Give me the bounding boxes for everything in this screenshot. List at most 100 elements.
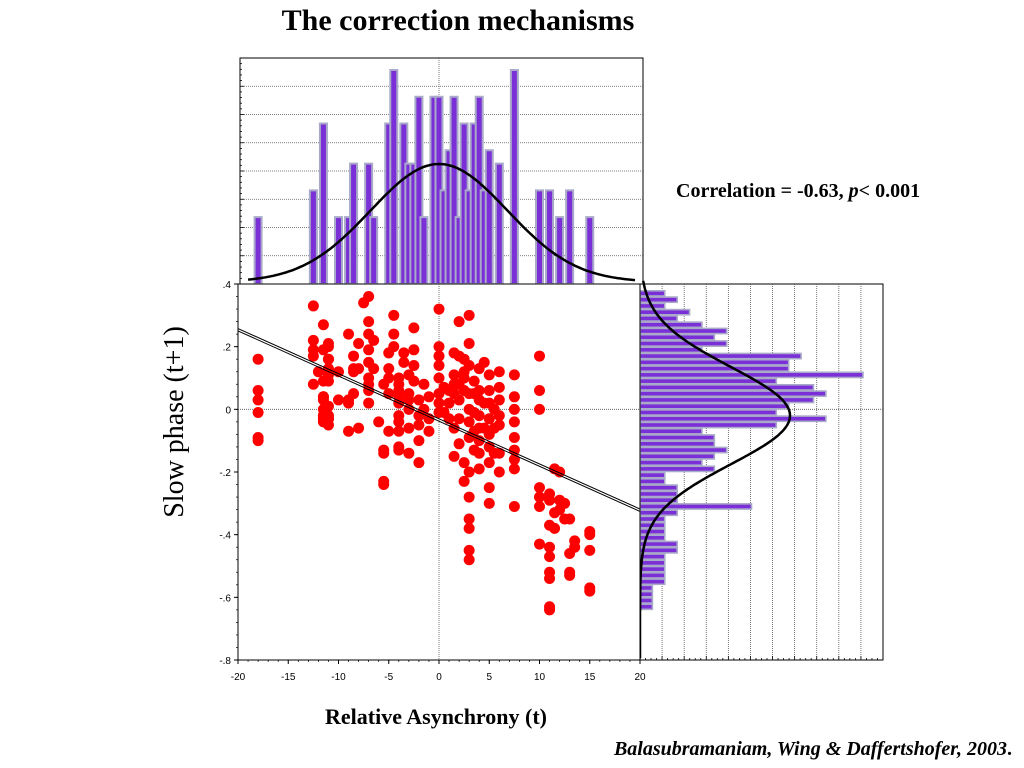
scatter-point: [343, 328, 355, 340]
scatter-point: [508, 500, 520, 512]
scatter-point: [453, 413, 465, 425]
right-hist-bar: [639, 434, 716, 441]
scatter-point: [508, 453, 520, 465]
scatter-point: [363, 316, 375, 328]
scatter-point: [307, 300, 319, 312]
scatter-point: [348, 350, 360, 362]
scatter-point: [493, 410, 505, 422]
scatter-point: [534, 350, 545, 362]
scatter-point: [534, 385, 545, 397]
scatter-point: [483, 497, 495, 509]
scatter-plot: -20 -15 -10 -5 0 5 10 15 20 -.8 -.6 -.4 -.2 0 .2 .4: [219, 280, 646, 683]
scatter-point: [252, 394, 264, 406]
scatter-point: [483, 385, 495, 397]
scatter-point: [443, 397, 455, 409]
scatter-point: [388, 341, 400, 353]
right-hist-bar: [639, 352, 802, 360]
scatter-point: [423, 425, 435, 437]
scatter-point: [463, 359, 475, 371]
scatter-point: [473, 385, 485, 397]
right-hist-bar: [639, 571, 666, 579]
scatter-point: [564, 513, 576, 525]
scatter-point: [493, 447, 505, 459]
regression-line: [237, 330, 641, 512]
scatter-point: [343, 394, 355, 406]
scatter-point: [473, 447, 485, 459]
top-hist-bar: [318, 122, 328, 285]
scatter-point: [398, 356, 410, 368]
scatter-point: [383, 425, 395, 437]
right-hist-bar: [639, 515, 666, 523]
x-tick-label: -20: [231, 672, 246, 683]
correlation-prefix: Correlation = -0.63,: [676, 180, 849, 202]
y-tick-label: -.4: [219, 531, 231, 542]
scatter-point: [463, 513, 475, 525]
scatter-point: [544, 551, 556, 563]
x-tick-label: -5: [384, 672, 393, 683]
scatter-point: [363, 344, 375, 356]
scatter-point: [508, 416, 520, 428]
top-hist-bar: [535, 189, 544, 285]
scatter-point: [322, 375, 334, 387]
citation: Balasubramaniam, Wing & Daffertshofer, 2…: [614, 738, 1012, 761]
right-hist-bar: [639, 402, 790, 410]
scatter-point: [534, 491, 545, 503]
scatter-point: [433, 372, 445, 384]
scatter-point: [544, 604, 556, 616]
top-histogram: [239, 57, 644, 285]
scatter-point: [433, 397, 445, 409]
scatter-point: [343, 425, 355, 437]
p-symbol: p: [848, 180, 859, 202]
scatter-point: [413, 394, 425, 406]
right-hist-bar: [639, 528, 666, 535]
top-hist-bar: [369, 216, 379, 285]
scatter-point: [408, 375, 420, 387]
right-hist-bar: [639, 383, 815, 391]
scatter-point: [458, 457, 470, 469]
scatter-point: [508, 463, 520, 475]
right-hist-bar: [639, 327, 728, 335]
x-axis-label: Relative Asynchrony (t): [324, 704, 548, 729]
scatter-point: [443, 413, 455, 425]
y-tick-label: -.6: [219, 593, 231, 604]
scatter-point: [398, 347, 410, 359]
y-tick-label: -.8: [219, 656, 231, 667]
scatter-point: [453, 438, 465, 450]
scatter-point: [534, 482, 545, 494]
scatter-point: [418, 403, 430, 415]
scatter-point: [413, 419, 425, 431]
right-hist-bar: [639, 477, 666, 485]
right-hist-bar: [639, 452, 716, 460]
right-hist-bar: [639, 597, 654, 604]
scatter-point: [458, 475, 470, 487]
scatter-point: [534, 500, 545, 512]
scatter-point: [403, 447, 415, 459]
right-hist-bar: [639, 321, 703, 329]
scatter-point: [544, 494, 556, 506]
scatter-point: [413, 457, 425, 469]
scatter-point: [408, 344, 420, 356]
scatter-point: [378, 444, 390, 456]
scatter-point: [493, 419, 505, 431]
scatter-point: [559, 497, 571, 509]
scatter-point: [393, 425, 405, 437]
scatter-point: [373, 416, 385, 428]
right-hist-bar: [639, 534, 666, 542]
top-hist-bar: [308, 189, 318, 285]
scatter-point: [584, 544, 596, 556]
right-hist-bar: [639, 559, 666, 567]
y-axis-label: Slow phase (t+1): [159, 326, 190, 518]
right-hist-bar: [639, 396, 815, 404]
right-hist-bar: [639, 296, 678, 304]
scatter-point: [534, 538, 545, 550]
top-hist-bar: [494, 162, 504, 285]
top-hist-bar: [585, 216, 595, 285]
scatter-point: [493, 394, 505, 406]
scatter-point: [448, 450, 460, 462]
x-tick-label: 10: [534, 672, 546, 683]
top-hist-bar: [509, 69, 519, 285]
x-tick-label: 20: [634, 672, 646, 683]
scatter-point: [403, 422, 415, 434]
